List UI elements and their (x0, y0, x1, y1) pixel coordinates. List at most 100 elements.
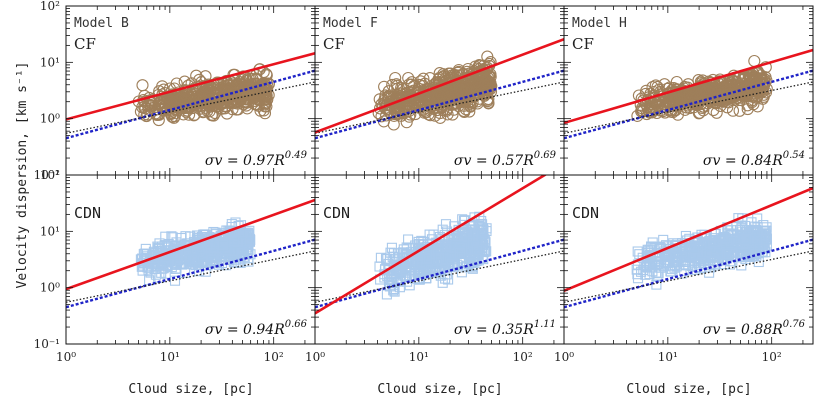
data-point (641, 251, 653, 262)
model-label: Model H (572, 16, 627, 31)
x-tick-label: 10¹ (160, 350, 180, 364)
data-point (635, 102, 649, 115)
fit-formula: σv = 0.88R0.76 (703, 319, 806, 338)
data-point (246, 81, 259, 94)
panel-plot-area (564, 186, 813, 309)
reference-line-2 (66, 81, 315, 134)
data-point (387, 251, 398, 262)
data-point (722, 249, 733, 260)
data-point (656, 98, 670, 111)
data-point (162, 95, 175, 108)
data-point (424, 252, 435, 263)
data-point (431, 89, 444, 102)
y-tick-label: 10⁰ (40, 112, 60, 126)
panel-plot-area (315, 37, 564, 140)
data-point (731, 234, 742, 245)
data-point (480, 237, 491, 248)
data-point (206, 255, 217, 266)
data-point (403, 234, 414, 245)
data-point (414, 274, 425, 285)
data-point (400, 116, 413, 129)
y-tick-label: 10⁻¹ (34, 337, 60, 351)
data-point (452, 99, 465, 113)
fit-formula-main: σv = 0.84R (703, 153, 783, 169)
data-point (225, 84, 238, 97)
data-point (477, 242, 488, 253)
fit-formula-main: σv = 0.57R (454, 153, 534, 169)
data-point (711, 92, 724, 105)
data-point (756, 92, 769, 105)
data-point (699, 86, 712, 100)
data-point (441, 251, 452, 262)
data-point (686, 91, 699, 104)
dataset-label: CF (323, 35, 345, 53)
data-point (632, 273, 644, 284)
data-point (157, 259, 168, 270)
data-point (741, 246, 752, 257)
data-point (645, 259, 656, 271)
data-point (171, 98, 184, 111)
data-point (658, 261, 670, 272)
data-point (258, 107, 272, 120)
data-point (215, 97, 228, 110)
data-point (434, 252, 445, 263)
data-point (244, 236, 256, 247)
data-point (206, 99, 219, 112)
data-point (415, 267, 426, 278)
fit-formula: σv = 0.97R0.49 (205, 150, 308, 169)
data-point (444, 67, 457, 80)
data-point (218, 240, 229, 251)
y-axis-label: Velocity dispersion, [km s⁻¹] (15, 62, 30, 289)
data-point (194, 90, 207, 103)
data-point (162, 241, 173, 252)
data-point (740, 220, 751, 232)
data-point (452, 63, 465, 77)
reference-line-2 (66, 250, 315, 303)
x-tick-label: 10⁰ (554, 350, 574, 364)
dataset-label: CF (572, 35, 594, 53)
data-point (205, 109, 218, 122)
data-point (422, 254, 433, 265)
data-point (209, 107, 222, 120)
data-point (660, 258, 671, 269)
data-point (160, 231, 171, 242)
ticks (314, 5, 564, 176)
fit-line (66, 51, 315, 121)
panel-plot-area (564, 48, 813, 140)
x-tick-label: 10⁰ (305, 350, 325, 364)
fit-line (66, 198, 315, 291)
data-point (232, 237, 243, 248)
data-point (739, 234, 750, 245)
data-point (694, 259, 705, 270)
data-point (644, 258, 655, 269)
fit-formula-exponent: 1.11 (534, 319, 556, 330)
x-tick-label: 10² (762, 350, 782, 364)
data-point (227, 82, 240, 95)
fit-formula-exponent: 0.66 (285, 319, 308, 330)
x-axis-label-2: Cloud size, [pc] (377, 382, 502, 397)
data-point (401, 242, 412, 253)
x-tick-label: 10¹ (658, 350, 678, 364)
data-point (749, 79, 762, 92)
data-point (479, 77, 492, 90)
x-axis-label-1: Cloud size, [pc] (128, 382, 253, 397)
data-point (483, 76, 496, 89)
panel-plot-area (66, 198, 315, 309)
dataset-label: CDN (572, 204, 599, 222)
fit-line (315, 37, 564, 134)
data-point (176, 232, 187, 244)
y-tick-label: 10² (40, 0, 60, 13)
y-tick-label: 10⁰ (40, 281, 60, 295)
data-point (646, 241, 657, 252)
x-tick-label: 10² (513, 350, 533, 364)
data-point (478, 229, 489, 240)
dataset-label: CDN (323, 204, 350, 222)
data-point (220, 85, 233, 98)
reference-line-1 (564, 238, 813, 309)
data-point (400, 264, 411, 275)
data-point (402, 71, 415, 85)
data-point (137, 265, 148, 276)
data-point (479, 235, 490, 246)
data-point (682, 97, 695, 110)
fit-line (564, 186, 813, 292)
